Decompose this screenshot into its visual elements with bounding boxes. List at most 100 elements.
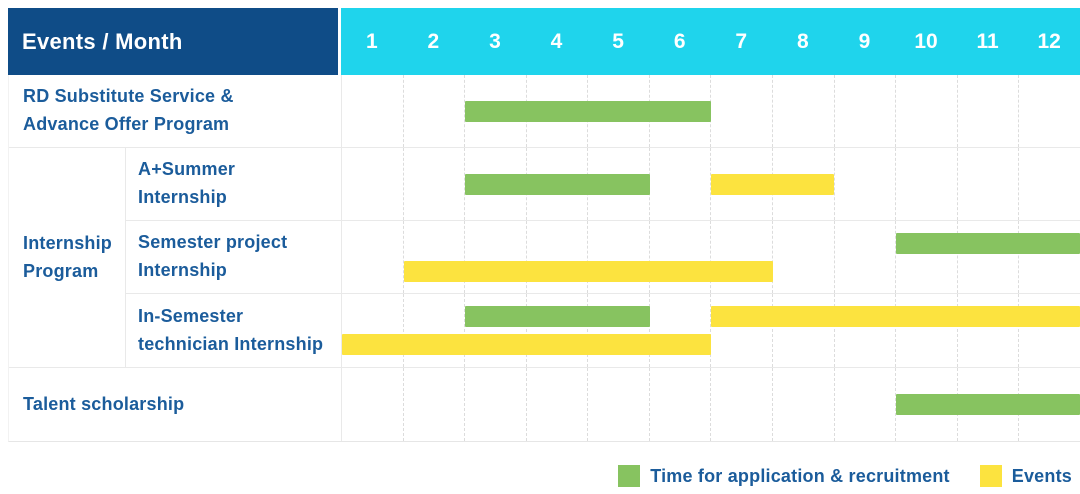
month-cell-5 (587, 221, 649, 293)
header-divider (338, 8, 341, 75)
month-cell-6 (648, 148, 711, 220)
month-cell-2 (402, 294, 465, 367)
table-row-rd-substitute: RD Substitute Service & Advance Offer Pr… (9, 75, 1080, 148)
gantt-bar-events (403, 261, 773, 282)
legend: Time for application & recruitment Events (618, 465, 1072, 487)
month-cell-4 (525, 294, 588, 367)
month-cell-9 (833, 148, 896, 220)
gantt-bar-events (711, 306, 1080, 327)
month-cell-11 (956, 148, 1019, 220)
month-cell-1 (342, 75, 403, 147)
row-label-internship-program-group: Internship Program (9, 148, 126, 367)
row-label-a-plus-summer: A+Summer Internship (126, 148, 342, 220)
gantt-bar-events (711, 174, 834, 195)
month-cell-10 (895, 221, 957, 293)
month-cell-7 (710, 221, 772, 293)
legend-item-application: Time for application & recruitment (618, 465, 950, 487)
month-cell-4 (525, 221, 588, 293)
internship-program-group-rows: A+Summer Internship Semester project Inte… (126, 148, 1080, 367)
month-cell-6 (648, 368, 711, 441)
events-month-header-cell: Events / Month (8, 8, 338, 75)
month-cell-9 (833, 75, 896, 147)
month-cell-1 (342, 368, 403, 441)
month-header-7: 7 (735, 29, 748, 53)
month-cell-2 (402, 221, 465, 293)
month-cell-8 (772, 368, 834, 441)
month-cell-11 (956, 294, 1019, 367)
month-cell-12 (1018, 148, 1080, 220)
month-track-semester-project (342, 221, 1080, 293)
month-cell-2 (402, 368, 465, 441)
month-cell-3 (464, 294, 526, 367)
table-row-in-semester-technician: In-Semester technician Internship (126, 294, 1080, 367)
month-cell-12 (1018, 294, 1080, 367)
month-cell-3 (464, 75, 526, 147)
gantt-body: RD Substitute Service & Advance Offer Pr… (8, 75, 1080, 442)
gantt-bar-events (342, 334, 711, 355)
month-cell-10 (895, 294, 957, 367)
row-label-in-semester-technician: In-Semester technician Internship (126, 294, 342, 367)
month-cell-6 (648, 294, 711, 367)
month-cell-9 (833, 294, 896, 367)
month-cell-1 (342, 148, 403, 220)
month-header-strip: 1 2 3 4 5 6 7 8 9 10 11 12 (341, 8, 1080, 75)
month-gridlines (342, 294, 1080, 367)
month-cell-7 (710, 368, 772, 441)
month-cell-11 (956, 221, 1019, 293)
month-gridlines (342, 75, 1080, 147)
month-cell-3 (464, 221, 526, 293)
month-cell-11 (956, 75, 1019, 147)
month-cell-4 (525, 368, 588, 441)
month-cell-1 (342, 221, 403, 293)
month-cell-8 (772, 221, 834, 293)
month-header-10: 10 (914, 29, 938, 53)
month-cell-7 (710, 75, 772, 147)
gantt-bar-application (465, 174, 650, 195)
month-header-2: 2 (427, 29, 440, 53)
gantt-bar-application (895, 233, 1080, 254)
month-track-a-plus-summer (342, 148, 1080, 220)
month-header-11: 11 (976, 29, 999, 53)
month-track-rd-substitute (342, 75, 1080, 147)
month-cell-2 (402, 75, 465, 147)
legend-swatch-events (979, 465, 1002, 487)
month-header-5: 5 (612, 29, 624, 53)
month-cell-12 (1018, 75, 1080, 147)
month-cell-2 (402, 148, 465, 220)
month-header-1: 1 (365, 29, 378, 53)
gantt-table: Events / Month 1 2 3 4 5 6 7 8 9 10 11 12 RD Substi… (8, 8, 1080, 442)
legend-label-application: Time for application & recruitment (650, 465, 950, 486)
legend-item-events: Events (979, 465, 1072, 487)
gantt-bar-application (465, 101, 711, 122)
gantt-bar-application (895, 394, 1080, 415)
month-cell-10 (895, 148, 957, 220)
month-cell-12 (1018, 221, 1080, 293)
month-header-8: 8 (796, 29, 809, 53)
month-header-3: 3 (489, 29, 501, 53)
month-header-4: 4 (550, 29, 563, 53)
month-cell-1 (342, 294, 403, 367)
table-row-a-plus-summer: A+Summer Internship (126, 148, 1080, 221)
month-cell-8 (772, 75, 834, 147)
month-gridlines (342, 221, 1080, 293)
row-label-rd-substitute: RD Substitute Service & Advance Offer Pr… (9, 75, 342, 147)
legend-label-events: Events (1011, 465, 1072, 486)
row-label-semester-project: Semester project Internship (126, 221, 342, 293)
month-header-9: 9 (858, 29, 871, 53)
month-cell-10 (895, 75, 957, 147)
gantt-bar-application (465, 306, 650, 327)
month-cell-3 (464, 148, 526, 220)
internship-program-group: Internship Program A+Summer Internship Sem… (9, 148, 1080, 368)
table-row-semester-project: Semester project Internship (126, 221, 1080, 294)
month-cell-5 (587, 368, 649, 441)
table-row-talent-scholarship: Talent scholarship (9, 368, 1080, 441)
month-header-12: 12 (1037, 29, 1061, 53)
month-cell-9 (833, 368, 896, 441)
month-header-6: 6 (673, 29, 686, 53)
month-track-in-semester-technician (342, 294, 1080, 367)
month-cell-6 (648, 221, 711, 293)
table-header-row: Events / Month 1 2 3 4 5 6 7 8 9 10 11 12 (8, 8, 1080, 75)
month-cell-9 (833, 221, 896, 293)
month-cell-3 (464, 368, 526, 441)
